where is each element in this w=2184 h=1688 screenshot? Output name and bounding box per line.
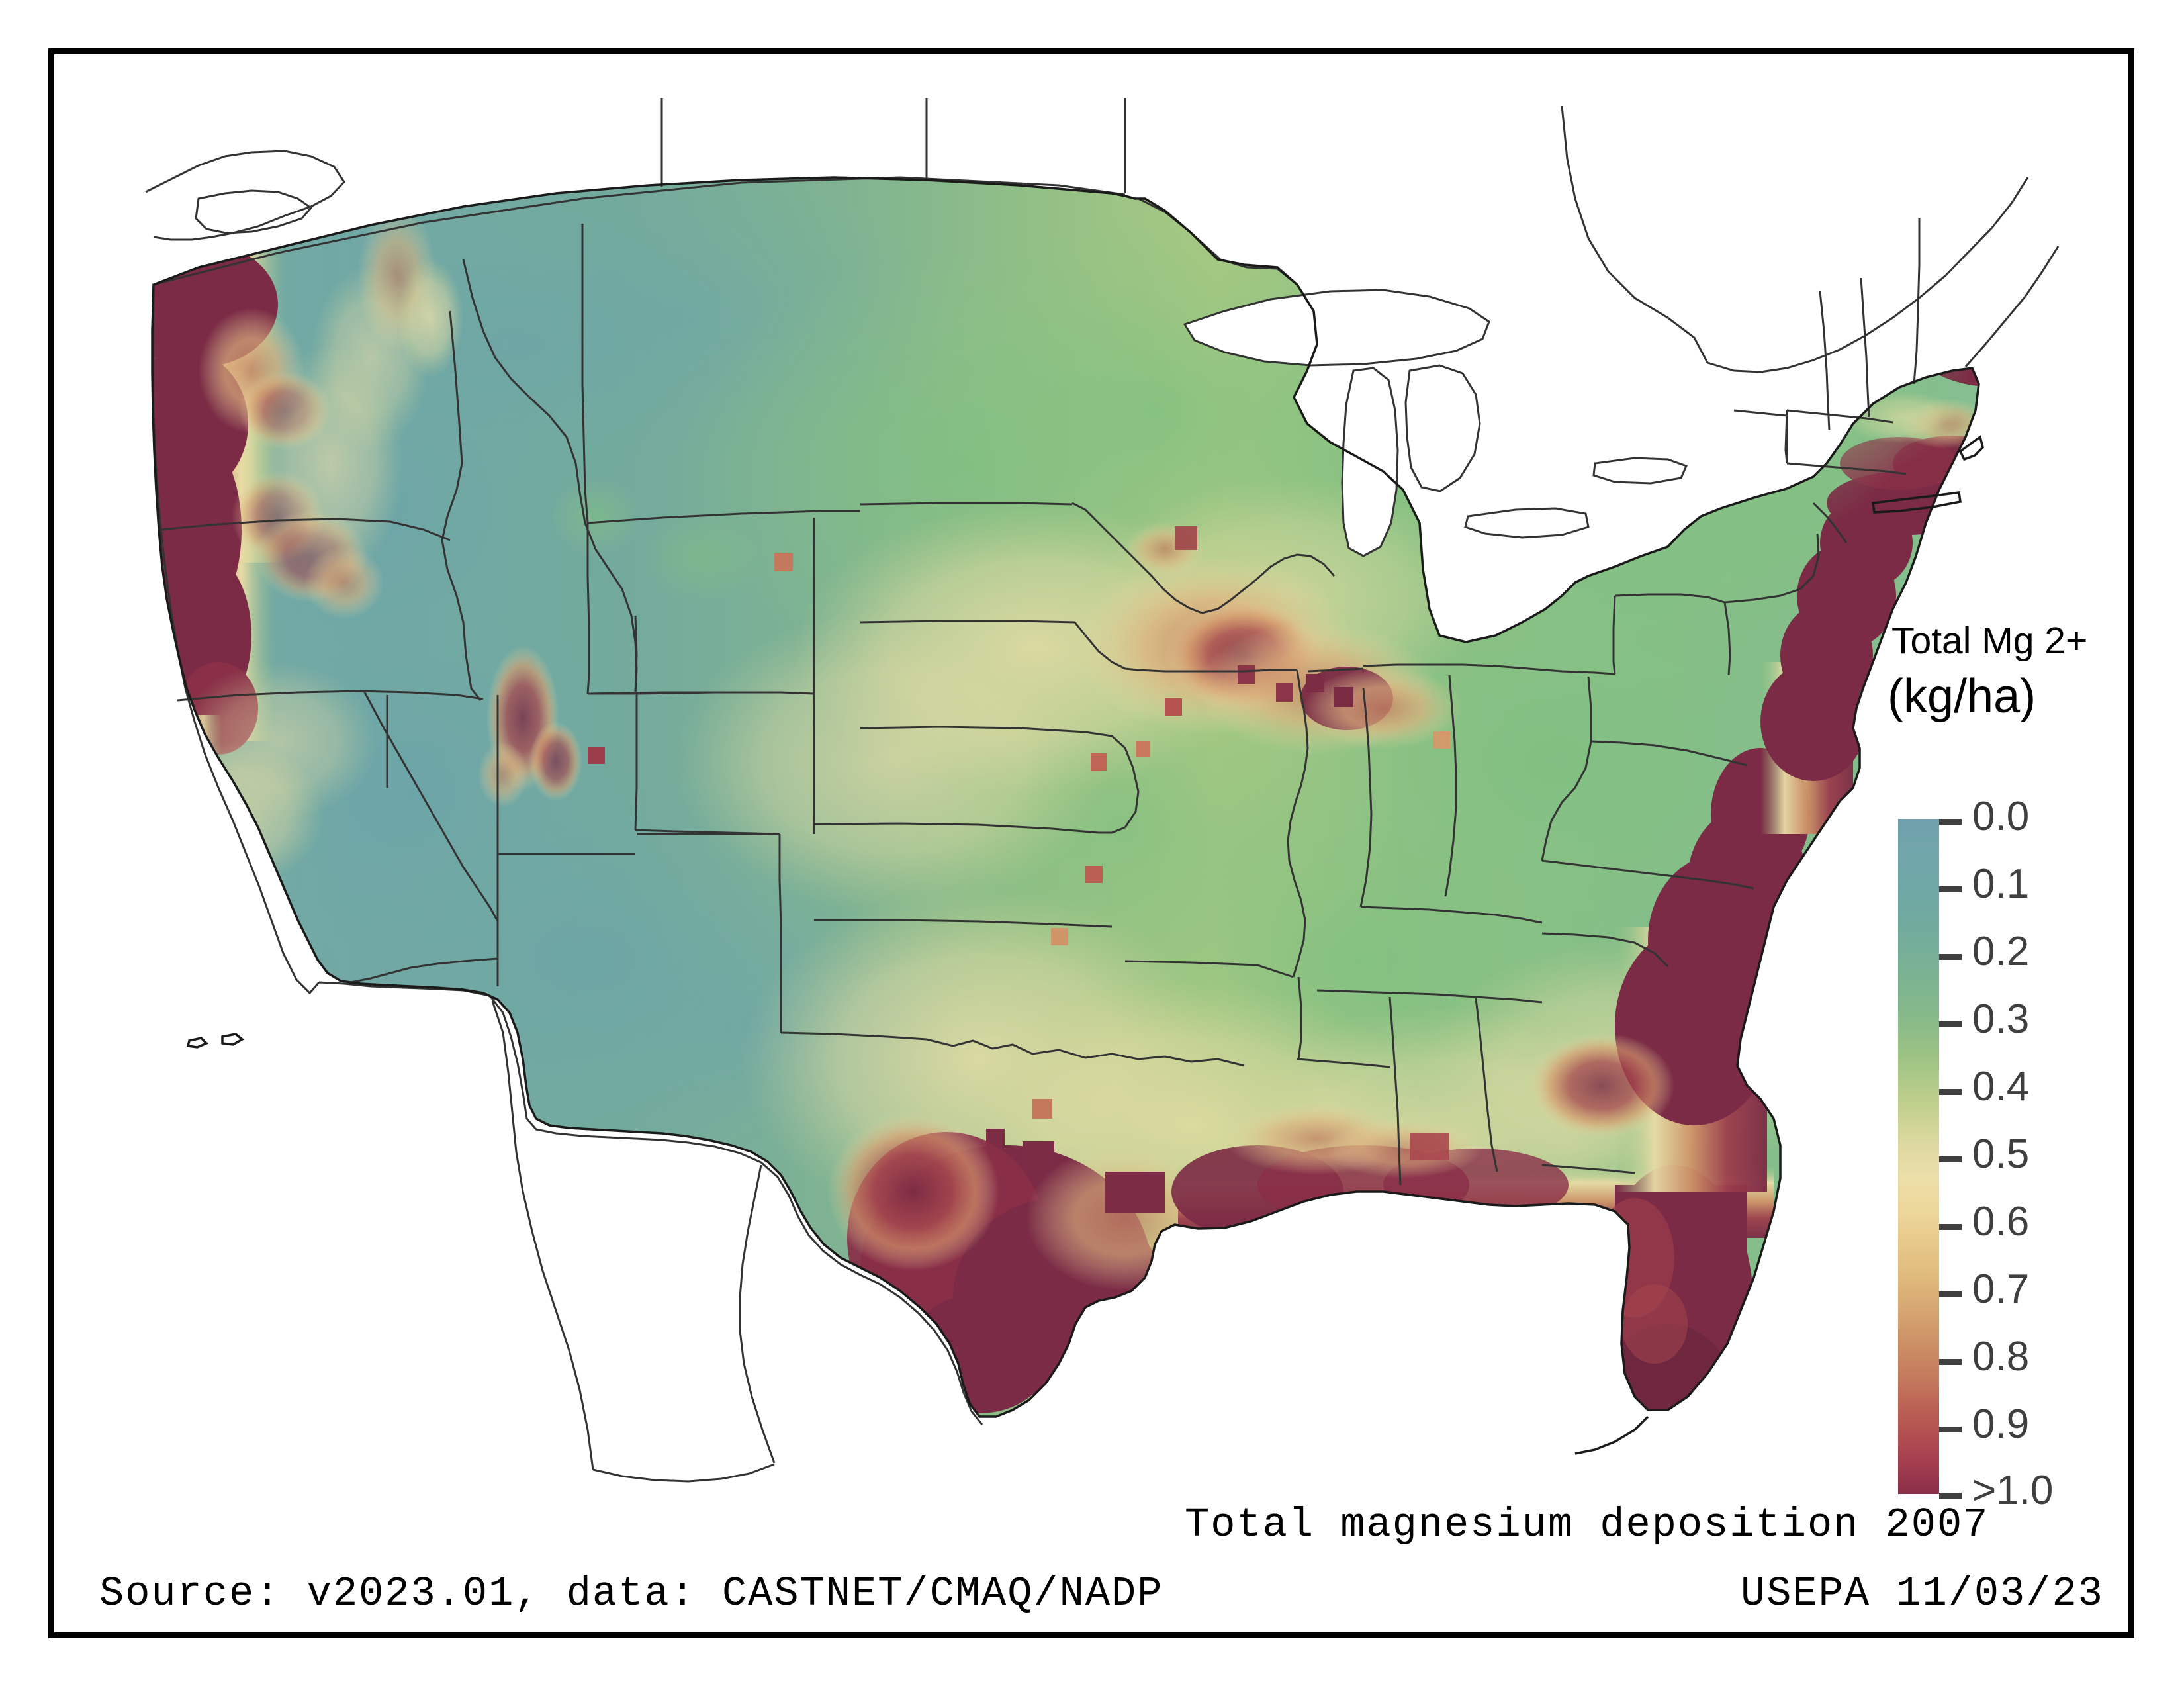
- colorbar-tick-label: 0.5: [1972, 1131, 2030, 1177]
- state-boundaries: [152, 218, 1921, 1186]
- colorbar-tick: [1939, 954, 1962, 960]
- colorbar-tick: [1939, 1493, 1962, 1499]
- colorbar-gradient: [1898, 819, 1939, 1494]
- colorbar-tick: [1939, 1427, 1962, 1432]
- colorbar-tick-label: >1.0: [1972, 1468, 2054, 1513]
- source-credit: Source: v2023.01, data: CASTNET/CMAQ/NAD…: [99, 1570, 1163, 1617]
- colorbar-tick-label: 0.6: [1972, 1199, 2030, 1244]
- legend-title: Total Mg 2+: [1891, 620, 2088, 662]
- colorbar-wrap: 0.0 0.1 0.2 0.3 0.4 0.5 0.6 0.7 0.8 0.9 …: [1898, 796, 2110, 1511]
- agency-date: USEPA 11/03/23: [1741, 1570, 2104, 1617]
- colorbar-tick: [1939, 1021, 1962, 1027]
- deposition-raster: [152, 177, 1979, 1417]
- us-coastline: [151, 176, 1984, 1455]
- colorbar-tick-label: 0.7: [1972, 1266, 2030, 1312]
- colorbar-tick-label: 0.9: [1972, 1401, 2030, 1447]
- colorbar-tick: [1939, 1359, 1962, 1365]
- colorbar-tick-label: 0.0: [1972, 794, 2030, 839]
- colorbar-tick: [1939, 1089, 1962, 1095]
- colorbar-tick: [1939, 1156, 1962, 1162]
- colorbar-tick: [1939, 886, 1962, 892]
- colorbar-tick-label: 0.3: [1972, 996, 2030, 1042]
- colorbar-legend: Total Mg 2+ (kg/ha) 0.0 0.1 0.2 0.3 0.4 …: [1833, 620, 2111, 1511]
- colorbar-tick-label: 0.4: [1972, 1064, 2030, 1109]
- great-lakes: [1183, 289, 1688, 557]
- colorbar-tick: [1939, 819, 1962, 825]
- colorbar-tick-label: 0.2: [1972, 929, 2030, 974]
- colorbar-tick-label: 0.8: [1972, 1334, 2030, 1380]
- neighbor-country-outlines: [145, 98, 2060, 1483]
- colorbar-tick: [1939, 1224, 1962, 1230]
- colorbar-tick: [1939, 1291, 1962, 1297]
- colorbar-tick-label: 0.1: [1972, 861, 2030, 907]
- map-caption: Total magnesium deposition 2007: [1185, 1501, 1989, 1548]
- legend-units-label: (kg/ha): [1888, 670, 2036, 723]
